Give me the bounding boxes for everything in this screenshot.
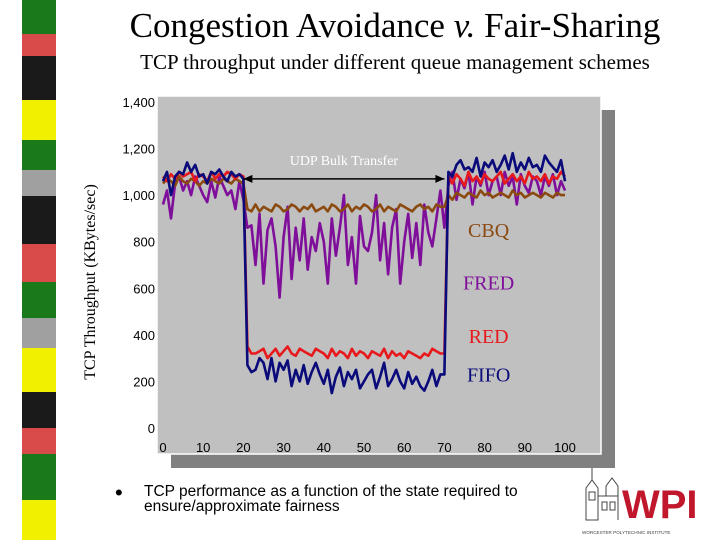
slide-title: Congestion Avoidance v. Fair-Sharing [129,6,661,45]
series-line-fifo [161,151,567,395]
x-tick-label: 60 [397,440,411,455]
x-tick-label: 50 [357,440,371,455]
bullet-text: TCP performance as a function of the sta… [144,483,518,515]
x-tick-label: 0 [159,440,166,455]
y-tick-label: 0 [148,421,155,436]
x-tick-label: 100 [554,440,576,455]
x-tick-label: 80 [477,440,491,455]
y-tick-label: 600 [133,281,155,296]
udp-annotation: UDP Bulk Transfer [243,154,445,183]
series-label-fred: FRED [463,272,514,294]
series-label-fifo: FIFO [467,364,510,386]
series-label-red: RED [469,326,509,348]
series-line-fred [161,170,567,299]
x-tick-label: 90 [518,440,532,455]
annotation-arrowhead-left [243,174,253,183]
x-tick-label: 70 [437,440,451,455]
wpi-logo: WPI WORCESTER POLYTECHNIC INSTITUTE [582,468,698,535]
y-tick-label: 1,000 [122,188,155,203]
x-tick-label: 40 [317,440,331,455]
slide-subtitle: TCP throughput under different queue man… [140,50,650,74]
logo-tagline: WORCESTER POLYTECHNIC INSTITUTE [582,530,670,535]
y-tick-label: 400 [133,328,155,343]
y-axis-label: TCP Throughput (KBytes/sec) [82,184,99,380]
series-labels: CBQ FRED RED FIFO [463,220,514,386]
y-tick-label: 800 [133,235,155,250]
y-tick-label: 1,200 [122,142,155,157]
x-tick-label: 10 [196,440,210,455]
series-label-cbq: CBQ [468,220,510,242]
annotation-text: UDP Bulk Transfer [290,154,399,169]
annotation-arrowhead-right [435,174,445,183]
x-tick-label: 20 [236,440,250,455]
plot-area [156,95,602,455]
series-lines [161,151,567,395]
y-tick-label: 200 [133,374,155,389]
logo-wordmark: WPI [622,483,698,527]
series-line-cbq [162,175,565,213]
decorative-sidebar [0,0,62,540]
y-tick-labels: 0 200 400 600 800 1,000 1,200 1,400 [122,95,155,436]
bullet-marker: • [115,480,123,505]
x-tick-labels: 0 10 20 30 40 50 60 70 80 90 100 [159,440,575,455]
y-tick-label: 1,400 [122,95,155,110]
x-tick-label: 30 [276,440,290,455]
